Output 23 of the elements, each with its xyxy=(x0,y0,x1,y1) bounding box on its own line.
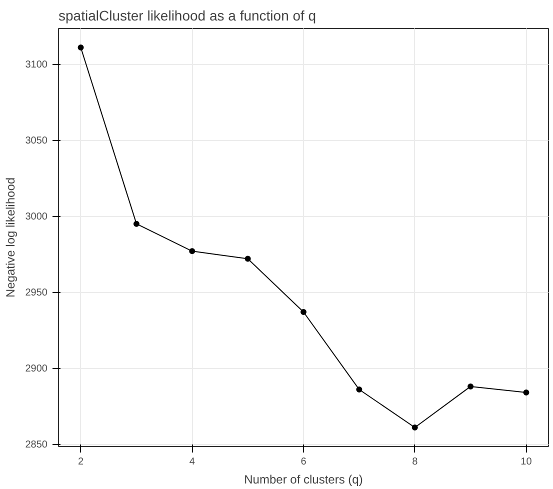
x-tick-label: 8 xyxy=(412,456,418,468)
y-tick-label: 3000 xyxy=(25,212,48,223)
point xyxy=(133,220,140,227)
point xyxy=(523,390,530,396)
x-axis-title: Number of clusters (q) xyxy=(244,472,363,486)
x-tick-label: 2 xyxy=(78,456,84,468)
point xyxy=(412,424,418,430)
chart-title: spatialCluster likelihood as a function of q xyxy=(58,8,316,24)
y-tick-label: 3050 xyxy=(25,136,48,147)
x-tick-label: 4 xyxy=(189,456,196,468)
y-tick-label: 2900 xyxy=(25,364,48,375)
y-axis-title: Negative log likelihood xyxy=(3,177,18,298)
point xyxy=(78,44,84,50)
x-tick-label: 10 xyxy=(520,456,532,468)
point xyxy=(356,386,362,392)
point xyxy=(189,248,196,254)
y-tick-label: 2850 xyxy=(25,440,48,451)
point xyxy=(468,383,474,390)
point xyxy=(244,256,251,262)
point xyxy=(300,308,306,315)
y-tick-label: 3100 xyxy=(25,60,48,71)
y-tick-label: 2950 xyxy=(25,288,48,299)
x-tick-label: 6 xyxy=(300,456,307,468)
